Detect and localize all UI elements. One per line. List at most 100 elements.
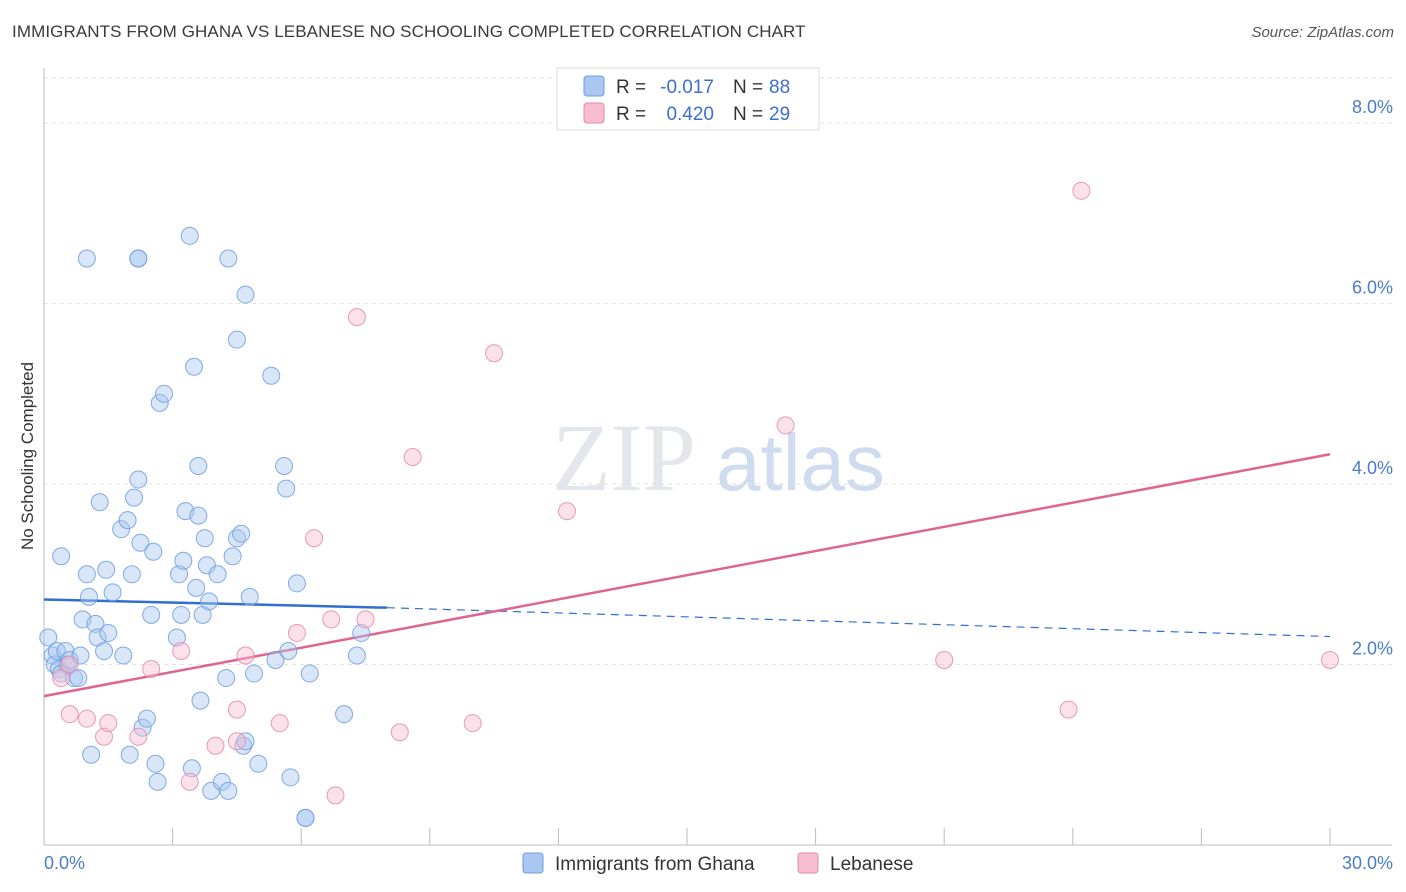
point-lebanese	[1059, 700, 1078, 719]
point-lebanese	[172, 641, 191, 660]
y-tick-label: 6.0%	[1352, 278, 1393, 298]
point-ghana	[150, 393, 169, 412]
legend: Immigrants from Ghana Lebanese	[522, 852, 913, 875]
point-ghana	[279, 641, 298, 660]
point-ghana	[189, 506, 208, 525]
point-ghana	[144, 542, 163, 561]
point-lebanese	[236, 646, 255, 665]
legend-swatch-ghana	[522, 852, 544, 874]
point-lebanese	[322, 610, 341, 629]
point-ghana	[223, 547, 242, 566]
stats-n-label: N =	[733, 104, 763, 125]
stats-r-value: 0.420	[666, 104, 714, 125]
point-lebanese	[206, 736, 225, 755]
point-ghana	[60, 651, 79, 670]
point-ghana	[300, 664, 319, 683]
x-tick-label: 0.0%	[44, 853, 85, 873]
point-ghana	[103, 583, 122, 602]
point-ghana	[170, 565, 189, 584]
point-lebanese	[403, 447, 422, 466]
point-ghana	[212, 772, 231, 791]
point-lebanese	[356, 610, 375, 629]
point-ghana	[195, 529, 214, 548]
chart-title: IMMIGRANTS FROM GHANA VS LEBANESE NO SCH…	[12, 22, 806, 41]
watermark-atlas: atlas	[716, 418, 885, 507]
point-ghana	[133, 718, 152, 737]
point-ghana	[240, 587, 259, 606]
point-lebanese	[142, 660, 161, 679]
x-tick-label: 30.0%	[1342, 853, 1393, 873]
point-ghana	[155, 384, 174, 403]
point-lebanese	[95, 727, 114, 746]
legend-swatch-lebanese	[797, 852, 819, 874]
point-ghana	[182, 759, 201, 778]
point-ghana	[125, 488, 144, 507]
point-ghana	[82, 745, 101, 764]
legend-label-lebanese: Lebanese	[830, 854, 913, 875]
watermark: ZIP atlas	[552, 404, 885, 511]
point-ghana	[122, 565, 141, 584]
point-ghana	[167, 628, 186, 647]
point-ghana	[112, 520, 131, 539]
point-ghana	[266, 651, 285, 670]
point-ghana	[232, 524, 251, 543]
point-lebanese	[557, 502, 576, 521]
point-lebanese	[60, 655, 79, 674]
stats-n-value: 29	[769, 104, 790, 125]
point-lebanese	[77, 709, 96, 728]
point-ghana	[118, 511, 137, 530]
point-ghana	[90, 493, 109, 512]
point-lebanese	[180, 772, 199, 791]
point-ghana	[187, 578, 206, 597]
point-lebanese	[776, 416, 795, 435]
point-lebanese	[463, 714, 482, 733]
point-ghana	[114, 646, 133, 665]
point-lebanese	[326, 786, 345, 805]
point-lebanese	[99, 714, 118, 733]
point-ghana	[172, 605, 191, 624]
point-ghana	[281, 768, 300, 787]
point-lebanese	[227, 700, 246, 719]
point-ghana	[39, 628, 58, 647]
point-ghana	[120, 745, 139, 764]
point-ghana	[335, 705, 354, 724]
point-ghana	[189, 457, 208, 476]
legend-label-ghana: Immigrants from Ghana	[555, 854, 755, 875]
point-ghana	[95, 641, 114, 660]
point-ghana	[200, 592, 219, 611]
point-ghana	[77, 565, 96, 584]
axes: 0.0% 30.0%	[43, 68, 1393, 873]
trend-line-lebanese	[43, 453, 1331, 698]
stats-r-label: R =	[616, 77, 646, 98]
point-ghana	[86, 614, 105, 633]
stats-swatch-lebanese	[583, 102, 605, 124]
point-ghana	[99, 623, 118, 642]
point-ghana	[56, 641, 75, 660]
point-ghana	[296, 808, 315, 827]
point-ghana	[208, 565, 227, 584]
point-ghana	[185, 357, 204, 376]
point-lebanese	[227, 732, 246, 751]
point-lebanese	[129, 727, 148, 746]
point-ghana	[245, 664, 264, 683]
point-ghana	[142, 605, 161, 624]
point-ghana	[174, 551, 193, 570]
stats-swatch-ghana	[583, 75, 605, 97]
stats-box: R = -0.017 N = 88 R = 0.420 N = 29	[556, 67, 820, 131]
trend-line-ghana-extension	[386, 607, 1331, 638]
point-ghana	[217, 669, 236, 688]
stats-r-label: R =	[616, 104, 646, 125]
point-ghana	[65, 669, 84, 688]
point-ghana	[129, 470, 148, 489]
grid: 2.0% 4.0% 6.0% 8.0%	[44, 77, 1393, 666]
point-lebanese	[390, 723, 409, 742]
data-points	[39, 181, 1339, 827]
point-ghana	[287, 574, 306, 593]
point-ghana	[234, 736, 253, 755]
y-tick-label: 2.0%	[1352, 639, 1393, 659]
point-ghana	[180, 226, 199, 245]
point-ghana	[227, 330, 246, 349]
trend-line-ghana	[43, 598, 387, 609]
point-ghana	[262, 366, 281, 385]
